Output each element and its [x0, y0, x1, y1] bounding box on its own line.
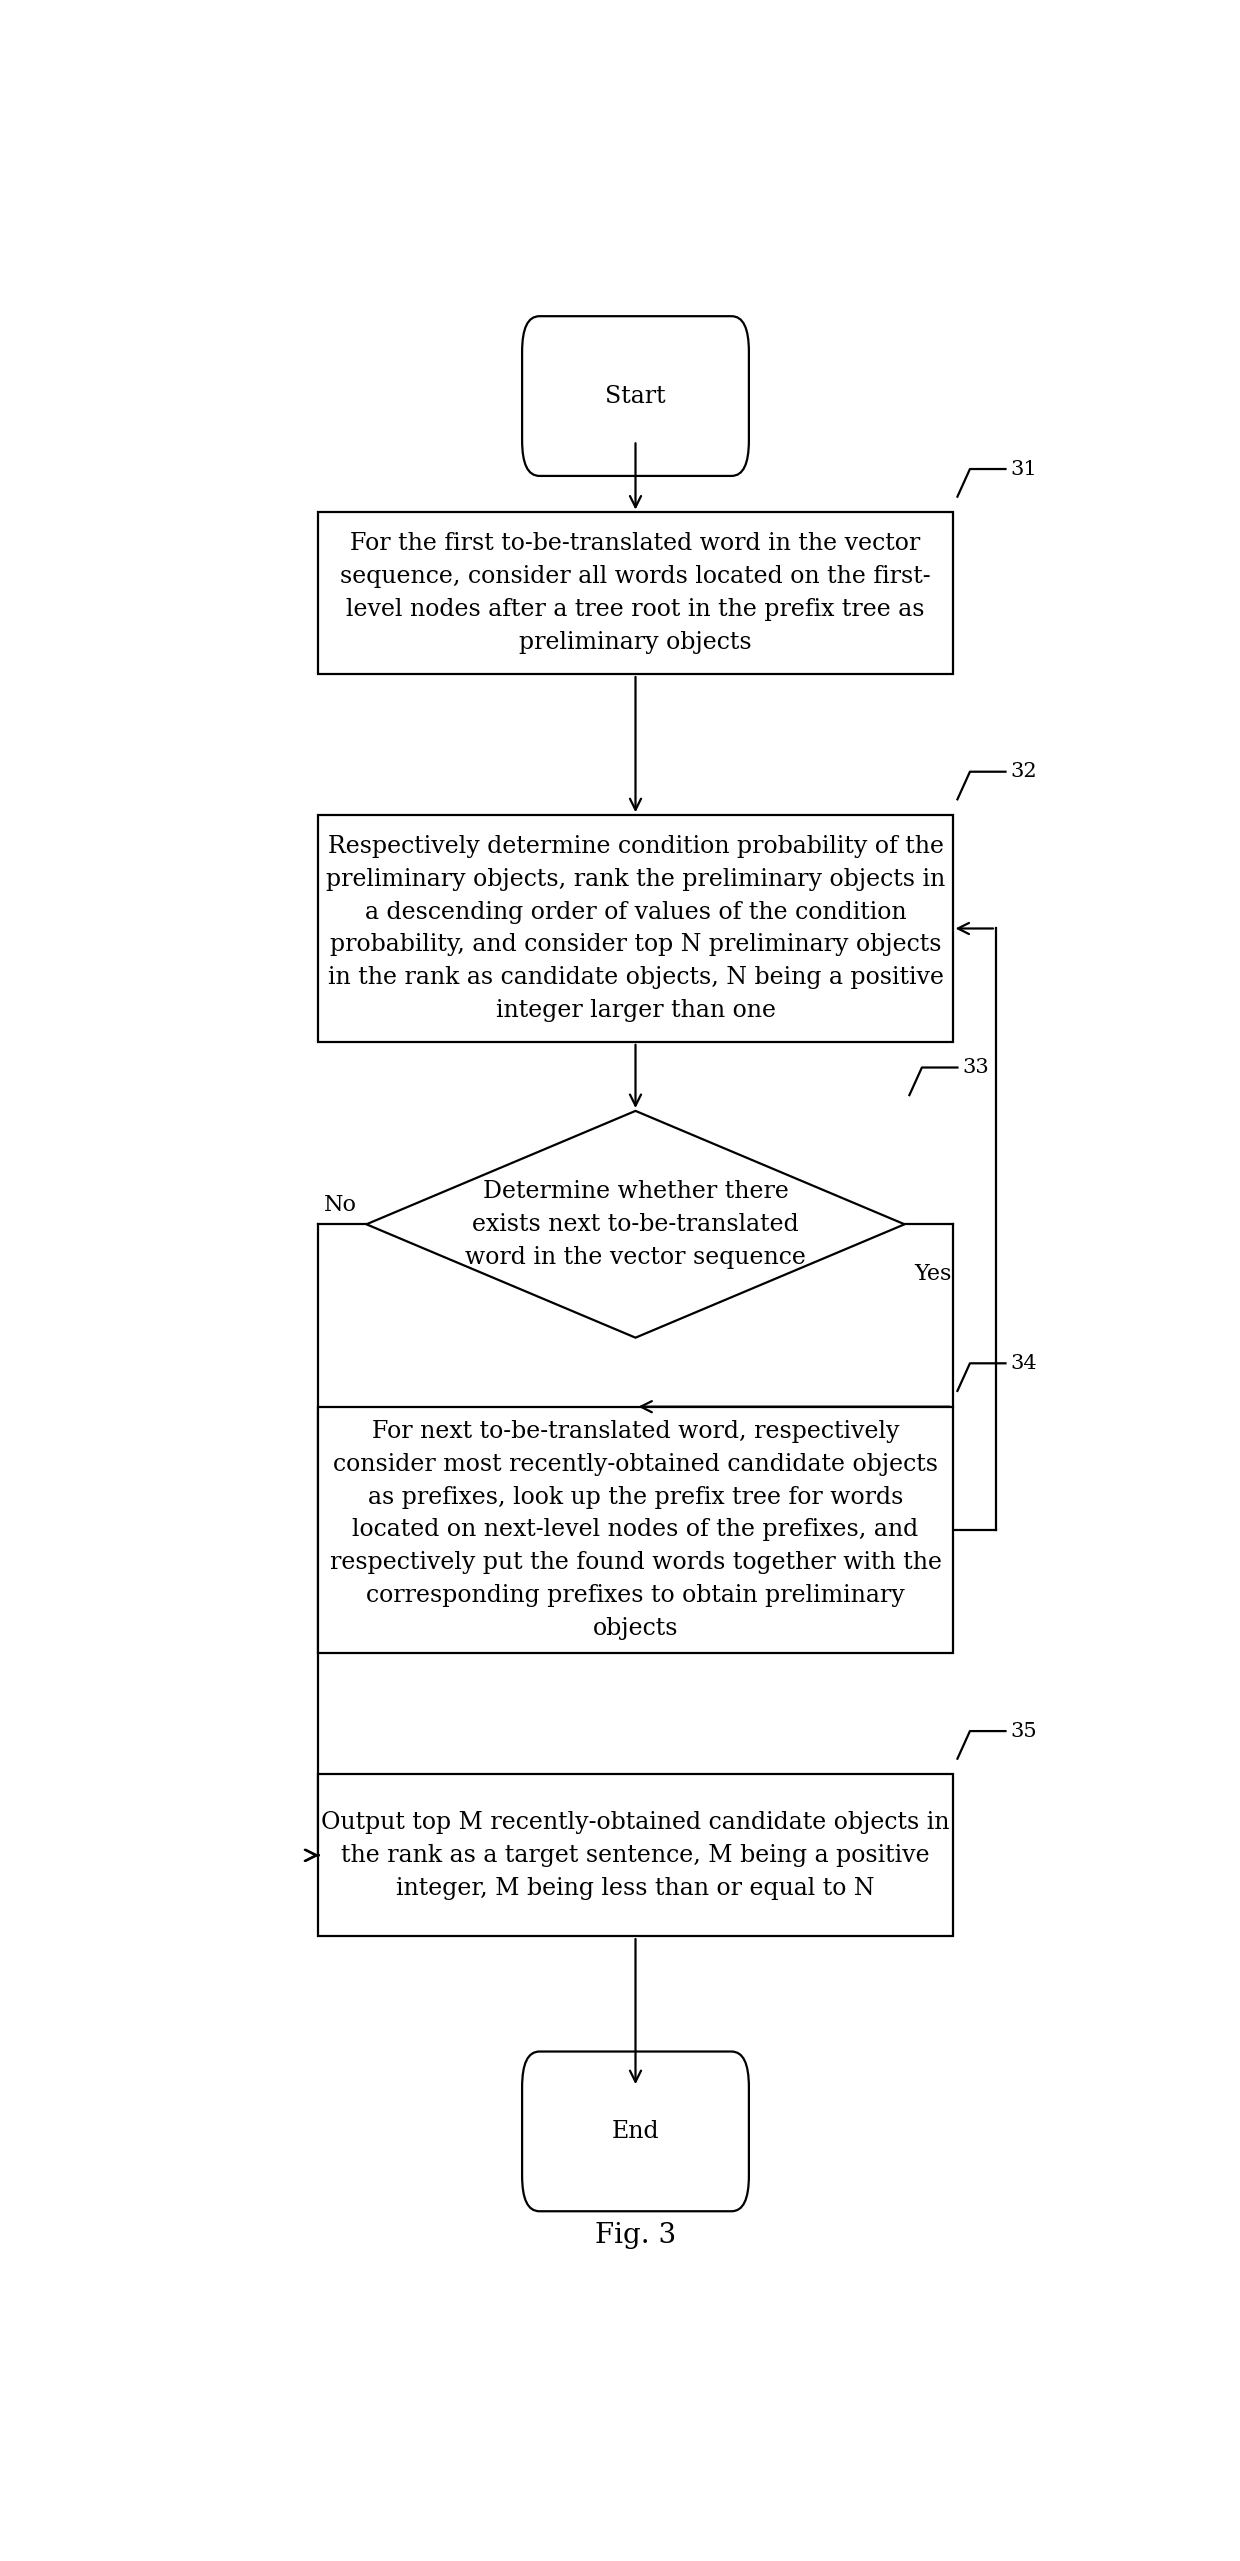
- Bar: [319, 1406, 952, 1654]
- Text: End: End: [611, 2121, 660, 2144]
- Text: For next to-be-translated word, respectively
consider most recently-obtained can: For next to-be-translated word, respecti…: [330, 1419, 941, 1639]
- Bar: [319, 814, 952, 1042]
- Text: 35: 35: [1011, 1721, 1037, 1741]
- Text: No: No: [324, 1193, 357, 1216]
- Text: Respectively determine condition probability of the
preliminary objects, rank th: Respectively determine condition probabi…: [326, 835, 945, 1022]
- Polygon shape: [367, 1111, 905, 1337]
- Text: Determine whether there
exists next to-be-translated
word in the vector sequence: Determine whether there exists next to-b…: [465, 1181, 806, 1268]
- Text: Output top M recently-obtained candidate objects in
the rank as a target sentenc: Output top M recently-obtained candidate…: [321, 1811, 950, 1900]
- Text: Fig. 3: Fig. 3: [595, 2223, 676, 2249]
- Bar: [319, 512, 952, 674]
- Text: 31: 31: [1011, 458, 1037, 479]
- Text: Start: Start: [605, 384, 666, 407]
- Text: Yes: Yes: [914, 1263, 951, 1286]
- Text: 34: 34: [1011, 1355, 1037, 1373]
- Text: For the first to-be-translated word in the vector
sequence, consider all words l: For the first to-be-translated word in t…: [340, 533, 931, 653]
- FancyBboxPatch shape: [522, 2051, 749, 2210]
- FancyBboxPatch shape: [522, 315, 749, 476]
- Text: 33: 33: [962, 1058, 990, 1078]
- Bar: [319, 1775, 952, 1936]
- Text: 32: 32: [1011, 763, 1037, 781]
